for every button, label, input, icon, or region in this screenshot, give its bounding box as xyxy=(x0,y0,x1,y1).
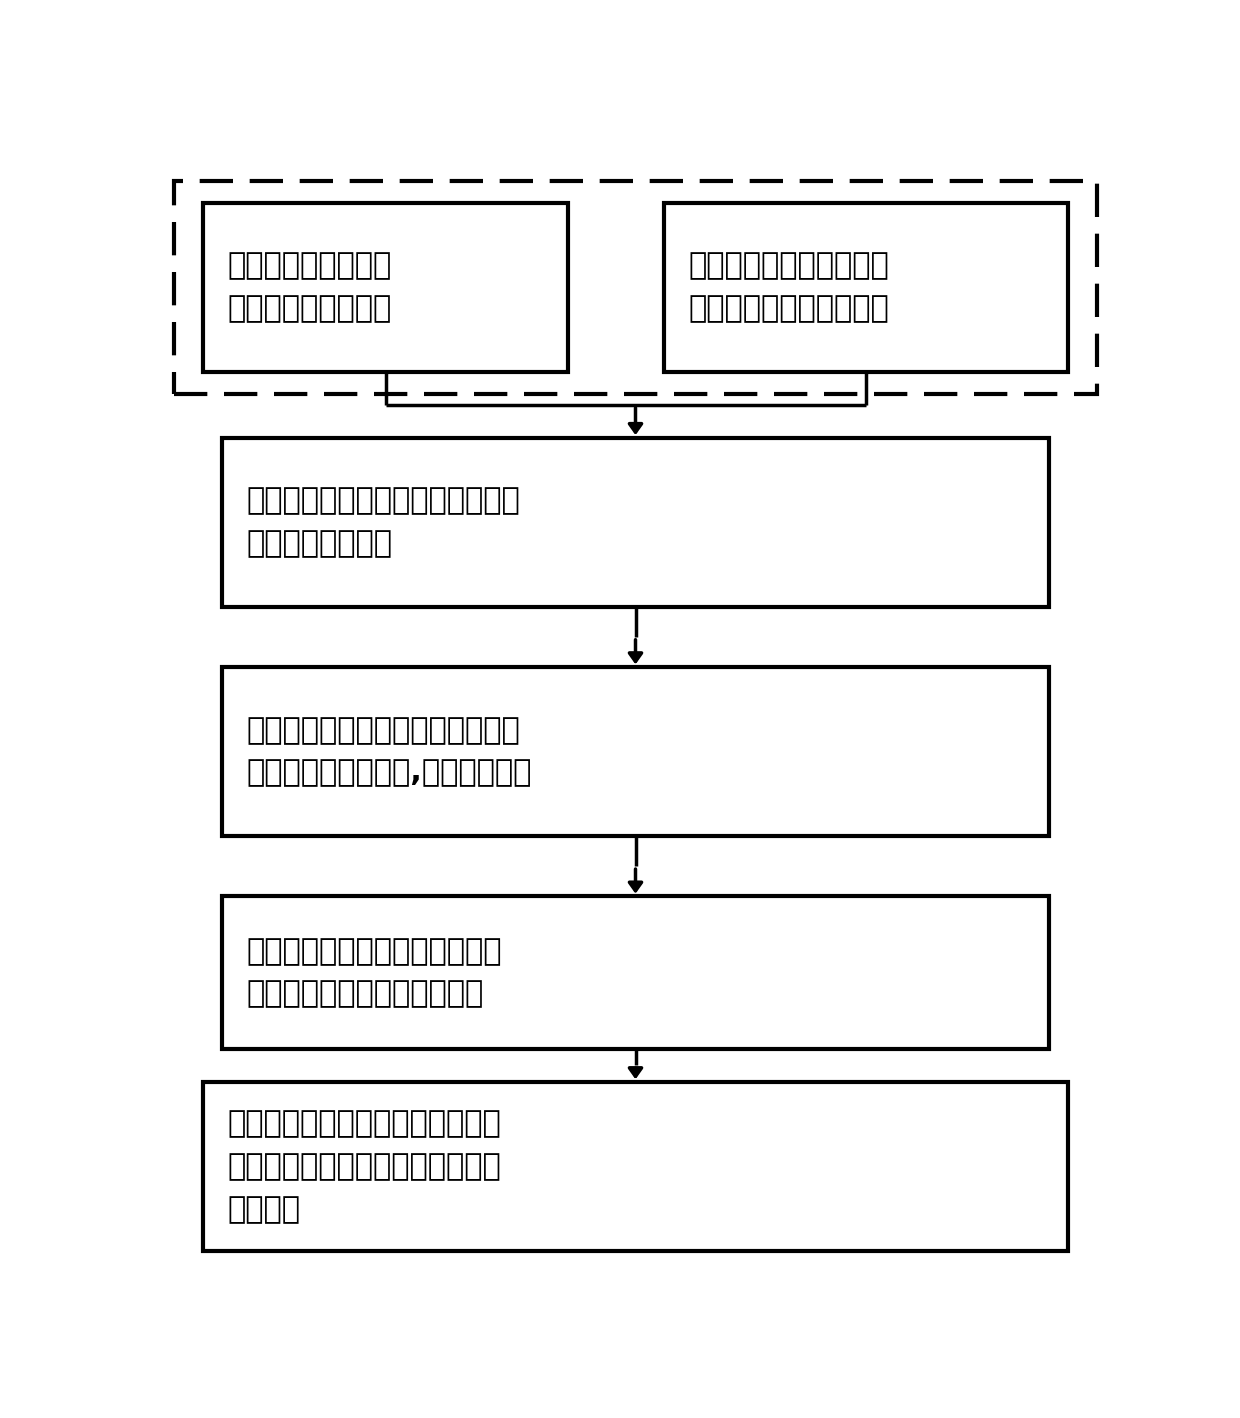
Text: 控制中心对上述信息进行分析，制
定针对性的照明方案,形成调光指令: 控制中心对上述信息进行分析，制 定针对性的照明方案,形成调光指令 xyxy=(247,716,532,787)
Text: 洞外亮度信息采集单
元采集洞外亮度信息: 洞外亮度信息采集单 元采集洞外亮度信息 xyxy=(227,251,392,323)
Bar xyxy=(174,182,1096,394)
Bar xyxy=(222,666,1049,837)
Text: 调光控制器接收相应指令并转换成
对应的脉冲信号并调整对应灯具的
亮度等级: 调光控制器接收相应指令并转换成 对应的脉冲信号并调整对应灯具的 亮度等级 xyxy=(227,1109,501,1224)
Bar xyxy=(665,203,1068,372)
Text: 车辆信息采集单元采集车
辆类型、速度、位置信息: 车辆信息采集单元采集车 辆类型、速度、位置信息 xyxy=(688,251,889,323)
Bar xyxy=(203,203,568,372)
Bar xyxy=(222,896,1049,1049)
Bar xyxy=(222,438,1049,607)
Text: 调光控制中枢接受调光指令，下
达具体的调光等级和回路信息: 调光控制中枢接受调光指令，下 达具体的调光等级和回路信息 xyxy=(247,937,502,1008)
Bar xyxy=(203,1082,1068,1251)
Text: 将信息传输至模糊逻辑控制器，计
算所需的亮度等级: 将信息传输至模糊逻辑控制器，计 算所需的亮度等级 xyxy=(247,486,520,559)
